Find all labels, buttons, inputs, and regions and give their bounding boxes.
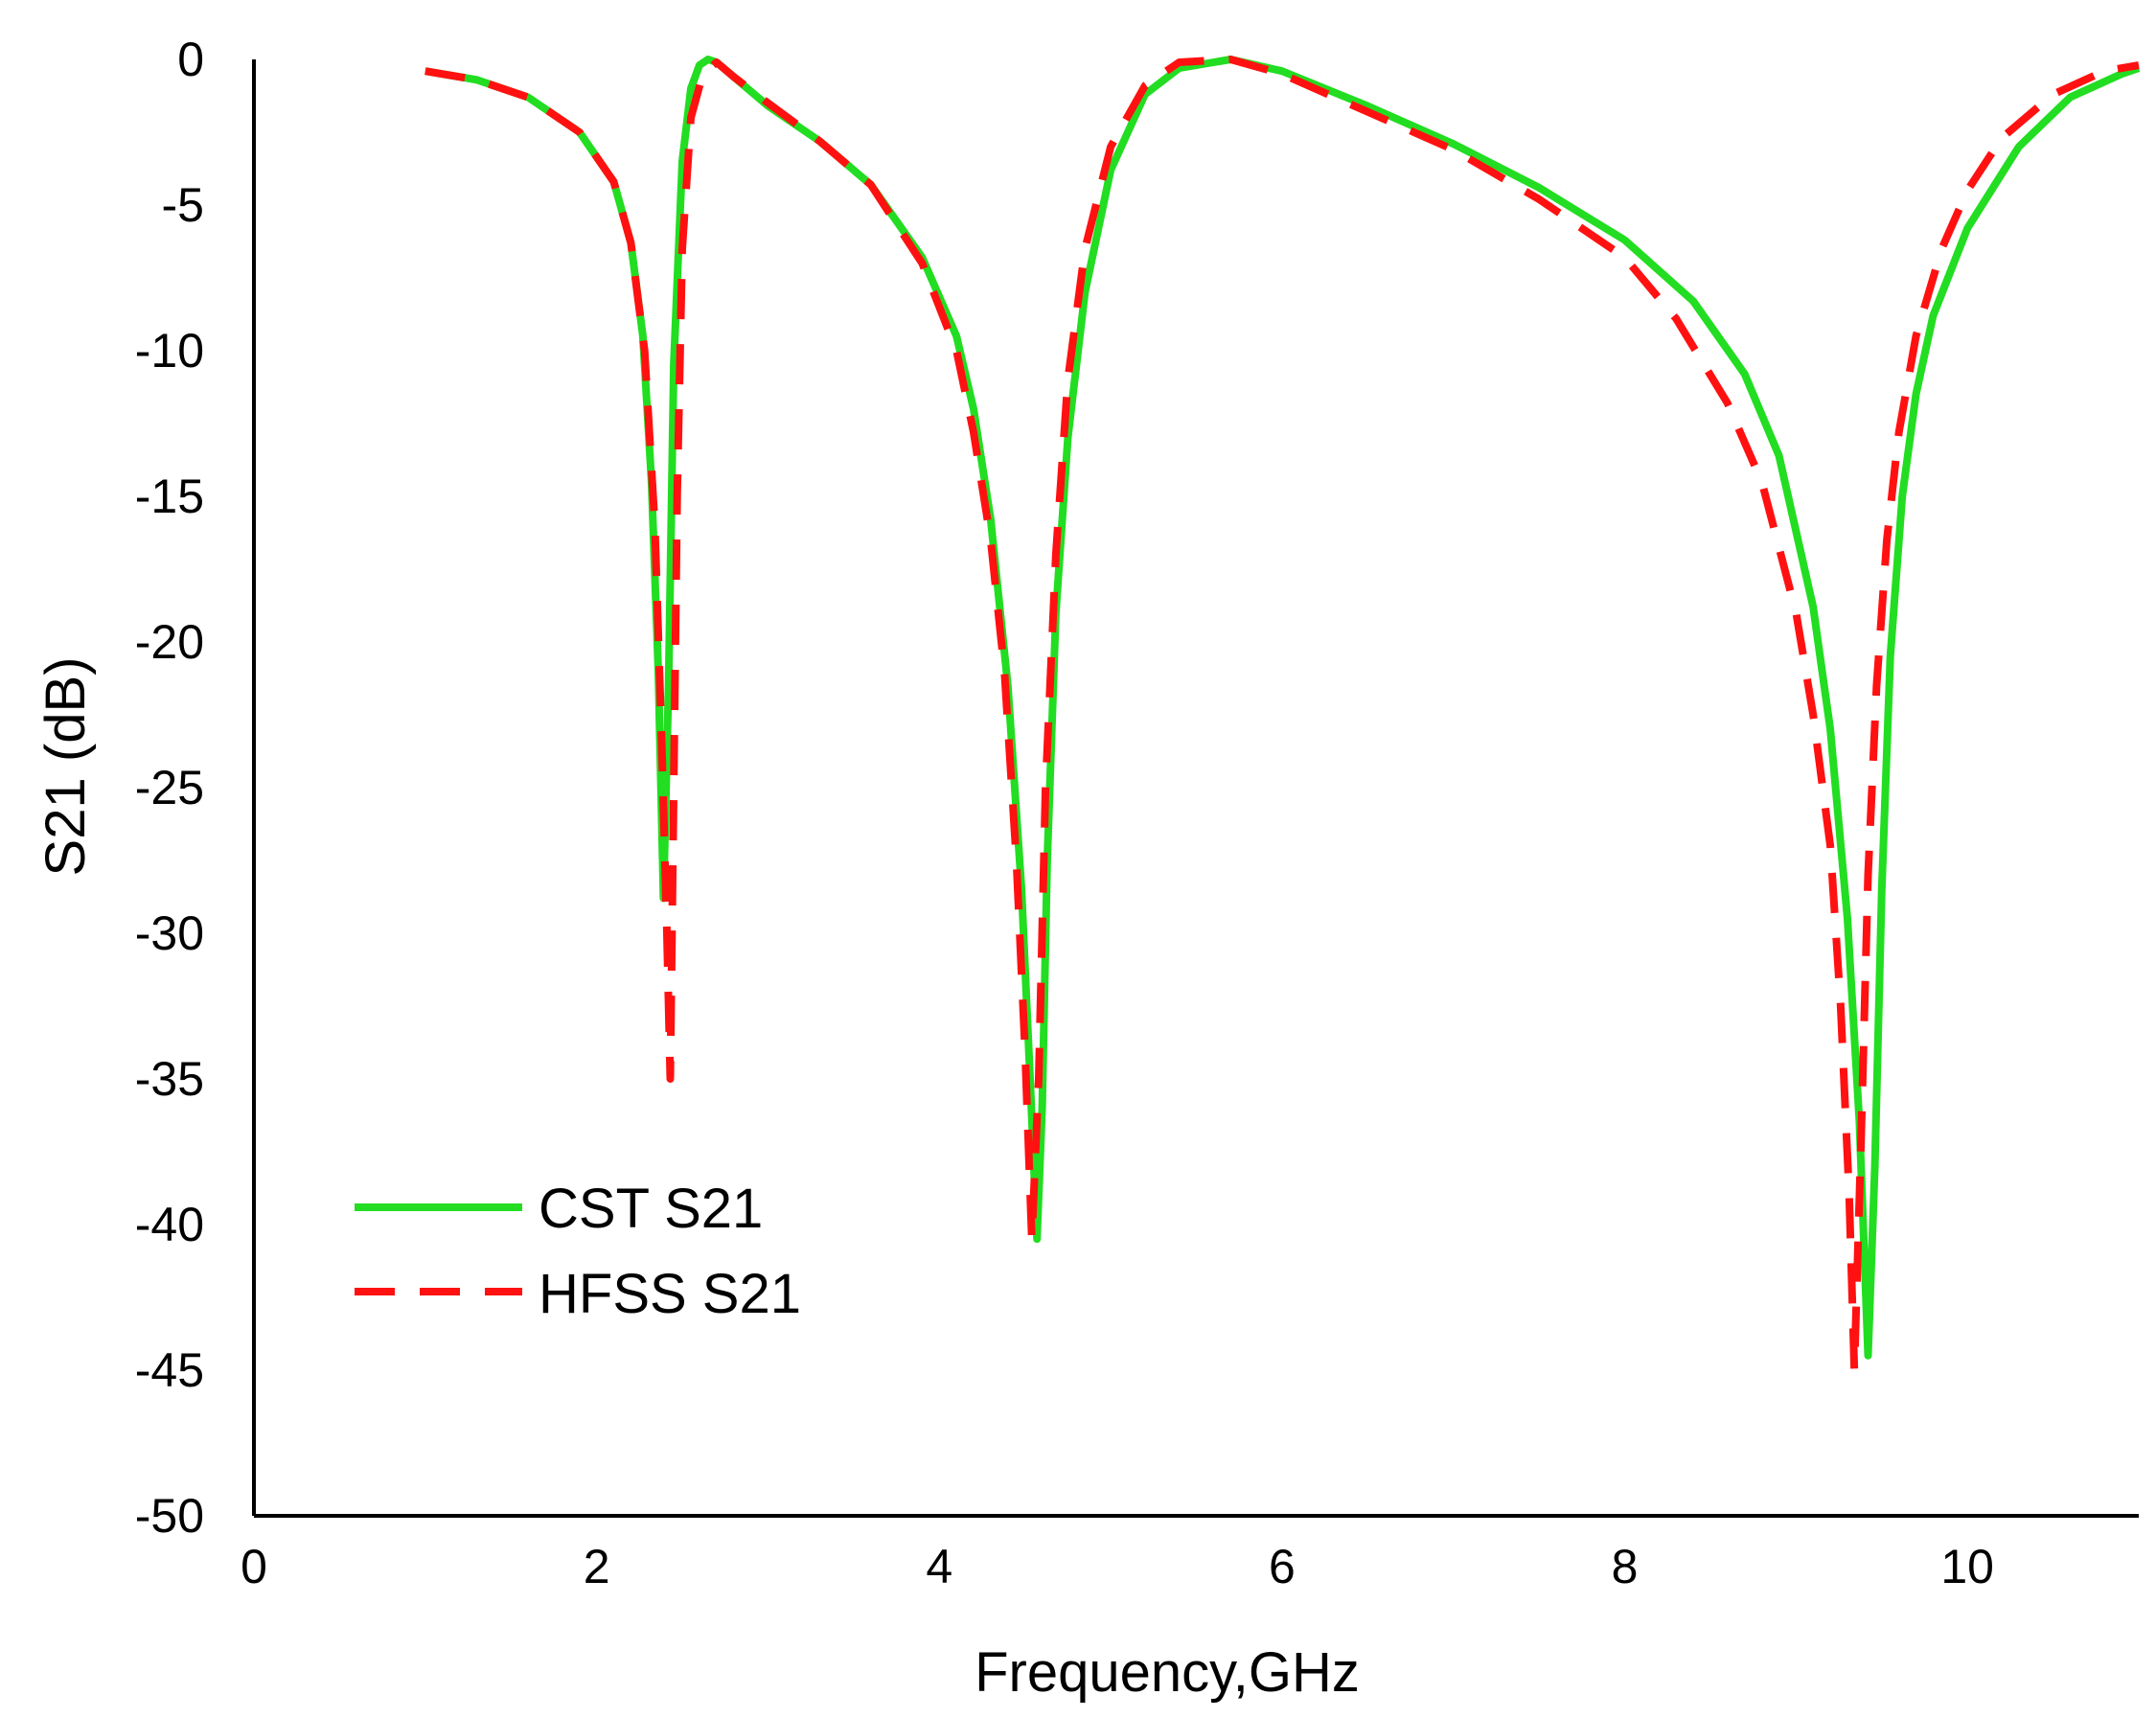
y-tick-label: -15 [135,470,204,523]
x-tick-labels: 0 2 4 6 8 10 [241,1540,1994,1593]
series-layer [424,56,2141,1374]
y-tick-labels: 0 -5 -10 -15 -20 -25 -30 -35 -40 -45 -50 [135,33,204,1543]
x-tick-label: 10 [1940,1540,1994,1593]
y-tick-label: -50 [135,1489,204,1543]
legend-label-hfss: HFSS S21 [539,1263,801,1325]
y-axis-title: S21 (dB) [34,657,97,877]
x-tick-label: 6 [1269,1540,1296,1593]
y-tick-label: -10 [135,324,204,378]
x-tick-label: 4 [926,1540,952,1593]
x-tick-label: 2 [584,1540,610,1593]
y-tick-label: -35 [135,1052,204,1106]
y-tick-label: 0 [177,33,204,86]
y-tick-label: -40 [135,1198,204,1251]
y-tick-label: -25 [135,761,204,814]
legend-label-cst: CST S21 [539,1178,763,1240]
y-tick-label: -30 [135,906,204,960]
y-tick-label: -20 [135,615,204,669]
x-tick-label: 0 [241,1540,267,1593]
series-line-hfss-s21 [424,56,2140,1374]
x-axis-title: Frequency,GHz [975,1641,1360,1704]
y-tick-label: -5 [162,178,204,232]
legend: CST S21 HFSS S21 [355,1178,801,1325]
x-tick-label: 8 [1612,1540,1639,1593]
y-tick-label: -45 [135,1343,204,1397]
